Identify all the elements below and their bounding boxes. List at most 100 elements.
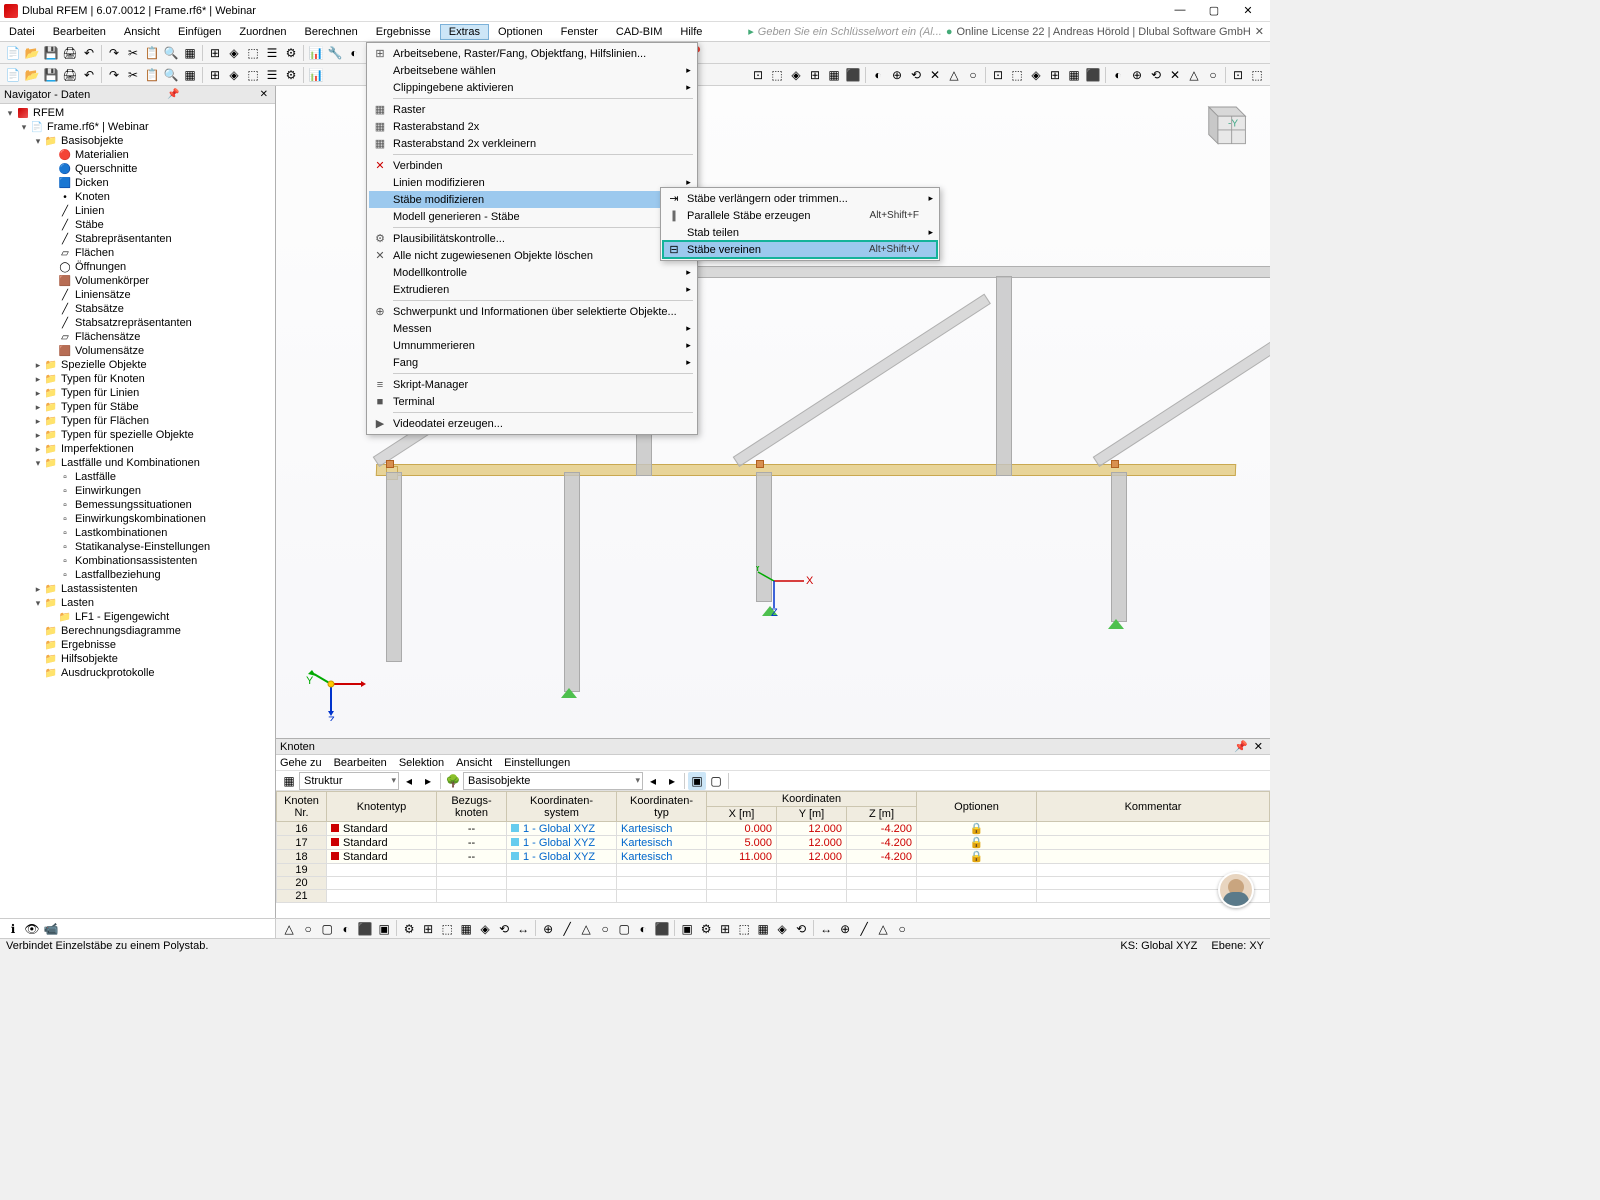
menu-ansicht[interactable]: Ansicht	[115, 24, 169, 40]
menu-item[interactable]: Arbeitsebene wählen▸	[369, 62, 695, 79]
toolbar-button[interactable]: ▦	[825, 66, 843, 84]
tree-item[interactable]: 🟦Dicken	[0, 176, 275, 190]
menu-item[interactable]: Messen▸	[369, 320, 695, 337]
toolbar-button[interactable]: ⊞	[206, 66, 224, 84]
menu-item[interactable]: Modell generieren - Stäbe▸	[369, 208, 695, 225]
menu-einfügen[interactable]: Einfügen	[169, 24, 230, 40]
tree-item[interactable]: ▱Flächen	[0, 246, 275, 260]
toolbar-button[interactable]: 🔍	[162, 44, 180, 62]
toolbar-button[interactable]: ✂	[124, 44, 142, 62]
toolbar-button[interactable]: ✕	[926, 66, 944, 84]
menu-cad-bim[interactable]: CAD-BIM	[607, 24, 671, 40]
tree-item[interactable]: ╱Liniensätze	[0, 288, 275, 302]
toolbar-button[interactable]: ⬛	[1084, 66, 1102, 84]
prev-icon[interactable]: ◂	[400, 772, 418, 790]
toolbar-button[interactable]: ☰	[263, 66, 281, 84]
status-tool[interactable]: ▣	[678, 920, 696, 938]
status-tool[interactable]: ▦	[457, 920, 475, 938]
toolbar-button[interactable]: △	[1185, 66, 1203, 84]
status-tool[interactable]: ⬛	[356, 920, 374, 938]
toolbar-button[interactable]: 📊	[307, 66, 325, 84]
tree-icon[interactable]: 🌳	[444, 772, 462, 790]
menu-item[interactable]: ⚙Plausibilitätskontrolle...	[369, 230, 695, 247]
staebe-modifizieren-submenu[interactable]: ⇥Stäbe verlängern oder trimmen...▸∥Paral…	[660, 187, 940, 261]
tree-item[interactable]: ▸📁Typen für Linien	[0, 386, 275, 400]
toolbar-button[interactable]: 🔧	[326, 44, 344, 62]
close-panel-icon[interactable]: ✕	[257, 89, 271, 100]
menu-item[interactable]: Modellkontrolle▸	[369, 264, 695, 281]
tree-item[interactable]: ╱Stäbe	[0, 218, 275, 232]
status-tool[interactable]: ⬚	[438, 920, 456, 938]
toolbar-button[interactable]: ⟲	[1147, 66, 1165, 84]
tree-item[interactable]: ▸📁Imperfektionen	[0, 442, 275, 456]
tree-item[interactable]: ▾📄Frame.rf6* | Webinar	[0, 120, 275, 134]
status-tool[interactable]: △	[280, 920, 298, 938]
toolbar-button[interactable]: 💾	[42, 66, 60, 84]
table-menu-item[interactable]: Einstellungen	[504, 757, 570, 769]
menu-item[interactable]: ✕Verbinden	[369, 157, 695, 174]
tree-item[interactable]: 🔵Querschnitte	[0, 162, 275, 176]
toolbar-button[interactable]: ⚙	[282, 66, 300, 84]
toolbar-button[interactable]: 📄	[4, 44, 22, 62]
menu-hilfe[interactable]: Hilfe	[671, 24, 711, 40]
status-tool[interactable]: ○	[299, 920, 317, 938]
toolbar-button[interactable]: ◐	[869, 66, 887, 84]
menu-item[interactable]: Clippingebene aktivieren▸	[369, 79, 695, 96]
tree-item[interactable]: ▾RFEM	[0, 106, 275, 120]
tree-item[interactable]: 📁Ergebnisse	[0, 638, 275, 652]
menu-fenster[interactable]: Fenster	[552, 24, 607, 40]
toolbar-button[interactable]: ⊡	[1229, 66, 1247, 84]
pin-icon[interactable]: 📌	[1231, 740, 1251, 753]
column[interactable]	[386, 472, 402, 662]
toolbar-button[interactable]: ◈	[225, 66, 243, 84]
filter-icon[interactable]: ▣	[688, 772, 706, 790]
maximize-button[interactable]: ▢	[1204, 4, 1224, 17]
status-tool[interactable]: ╱	[558, 920, 576, 938]
toolbar-button[interactable]: ⊕	[888, 66, 906, 84]
status-tool[interactable]: ◐	[337, 920, 355, 938]
status-tool[interactable]: ◈	[773, 920, 791, 938]
beam[interactable]	[733, 294, 991, 467]
menu-item[interactable]: Linien modifizieren▸	[369, 174, 695, 191]
toolbar-button[interactable]: 📂	[23, 66, 41, 84]
toolbar-button[interactable]: ⬚	[244, 66, 262, 84]
menu-item[interactable]: Fang▸	[369, 354, 695, 371]
tree-item[interactable]: ◯Öffnungen	[0, 260, 275, 274]
tree-item[interactable]: 🟫Volumensätze	[0, 344, 275, 358]
menu-item[interactable]: ▦Raster	[369, 101, 695, 118]
column[interactable]	[564, 472, 580, 692]
tree-item[interactable]: 📁Berechnungsdiagramme	[0, 624, 275, 638]
tree-item[interactable]: ▫Bemessungssituationen	[0, 498, 275, 512]
toolbar-button[interactable]: ○	[1204, 66, 1222, 84]
status-tool[interactable]: ⟲	[792, 920, 810, 938]
menu-item[interactable]: Stäbe modifizieren▸	[369, 191, 695, 208]
status-tool[interactable]: ⚙	[400, 920, 418, 938]
toolbar-button[interactable]: 📄	[4, 66, 22, 84]
tree-item[interactable]: ▫Lastfallbeziehung	[0, 568, 275, 582]
tree-item[interactable]: 📁Ausdruckprotokolle	[0, 666, 275, 680]
toolbar-button[interactable]: ◐	[345, 44, 363, 62]
status-tool[interactable]: ○	[893, 920, 911, 938]
toolbar-button[interactable]: ▦	[181, 66, 199, 84]
menu-item[interactable]: Extrudieren▸	[369, 281, 695, 298]
tree-item[interactable]: ╱Stabsätze	[0, 302, 275, 316]
tree-item[interactable]: ▫Lastkombinationen	[0, 526, 275, 540]
menu-item[interactable]: ≡Skript-Manager	[369, 376, 695, 393]
eye-icon[interactable]: 👁	[23, 920, 41, 938]
tree-item[interactable]: ▫Kombinationsassistenten	[0, 554, 275, 568]
tree-item[interactable]: ▸📁Lastassistenten	[0, 582, 275, 596]
menu-ergebnisse[interactable]: Ergebnisse	[367, 24, 440, 40]
minimize-button[interactable]: —	[1170, 4, 1190, 17]
toolbar-button[interactable]: ⊞	[206, 44, 224, 62]
tree-item[interactable]: ╱Stabsatzrepräsentanten	[0, 316, 275, 330]
submenu-item[interactable]: ∥Parallele Stäbe erzeugenAlt+Shift+F	[663, 207, 937, 224]
submenu-item[interactable]: Stab teilen▸	[663, 224, 937, 241]
status-tool[interactable]: ╱	[855, 920, 873, 938]
close-panel-icon[interactable]: ✕	[1251, 740, 1266, 753]
toolbar-button[interactable]: ⬚	[768, 66, 786, 84]
menu-item[interactable]: ⊕Schwerpunkt und Informationen über sele…	[369, 303, 695, 320]
toolbar-button[interactable]: ⊡	[749, 66, 767, 84]
toolbar-button[interactable]: ☰	[263, 44, 281, 62]
info-icon[interactable]: ℹ	[4, 920, 22, 938]
status-tool[interactable]: ⊕	[836, 920, 854, 938]
